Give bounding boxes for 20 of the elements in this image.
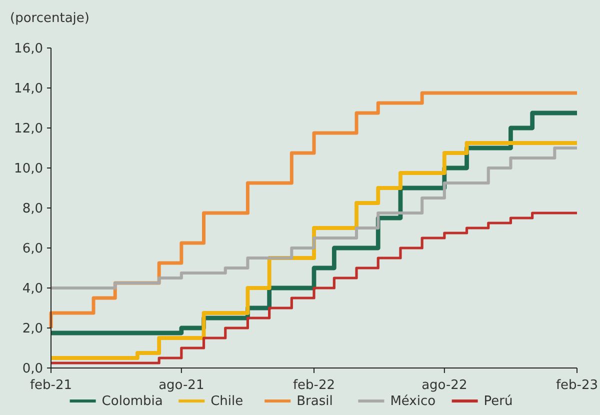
legend-label: Chile [210,394,244,409]
y-axis-title: (porcentaje) [10,11,90,26]
x-tick-label: ago-22 [422,378,468,393]
y-tick-label: 6,0 [22,242,43,257]
legend-label: México [390,394,436,409]
y-tick-label: 12,0 [14,122,43,137]
legend-label: Perú [484,394,513,409]
x-tick-label: feb-21 [30,378,72,393]
y-tick-label: 2,0 [22,322,43,337]
x-tick-label: ago-21 [158,378,204,393]
y-tick-label: 16,0 [14,42,43,57]
legend-label: Colombia [102,394,163,409]
y-tick-label: 0,0 [22,362,43,377]
x-tick-label: feb-22 [292,378,336,393]
y-tick-label: 4,0 [22,282,43,297]
y-tick-label: 14,0 [14,82,43,97]
y-tick-label: 8,0 [22,202,43,217]
legend-label: Brasil [296,394,333,409]
y-tick-label: 10,0 [14,162,43,177]
x-tick-label: feb-23 [556,378,598,393]
